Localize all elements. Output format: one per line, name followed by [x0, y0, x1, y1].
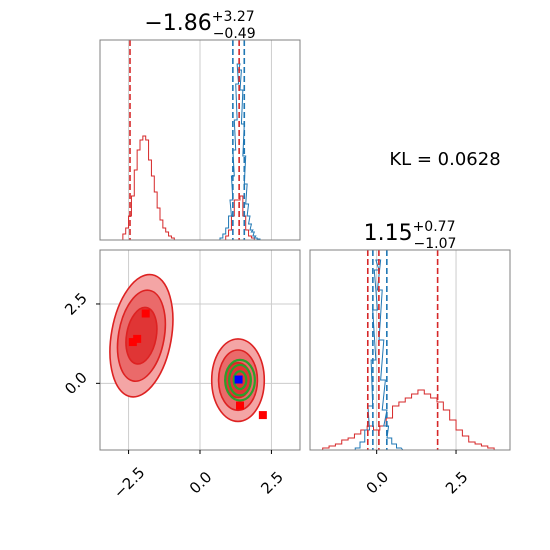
x-tick-label: −2.5 — [110, 463, 148, 501]
panel-frame — [309, 249, 511, 451]
density-contour-red — [125, 306, 158, 365]
red-square-marker — [141, 309, 150, 318]
x-tick-label: 0.0 — [186, 468, 216, 498]
x-tick-label: 2.5 — [257, 468, 287, 498]
red-square-marker — [258, 411, 267, 420]
blue-square-marker — [234, 375, 243, 384]
joint-density-panel: −2.5 0.0 2.5 0.0 2.5 — [61, 249, 301, 502]
histogram-red — [122, 135, 263, 241]
density-contour-green — [232, 370, 248, 391]
histogram-blue — [354, 259, 408, 451]
x-tick-label: 2.5 — [442, 468, 472, 498]
marginal-x-title: −1.86+3.27 −0.49 — [144, 9, 255, 42]
density-contour-green — [228, 363, 252, 397]
marginal-x-panel — [99, 39, 301, 241]
red-square-marker — [128, 338, 137, 347]
histogram-blue — [219, 63, 263, 241]
red-square-marker — [133, 334, 142, 343]
x-tick-label: 0.0 — [363, 468, 393, 498]
red-square-marker — [236, 401, 244, 410]
kl-annotation: KL = 0.0628 — [389, 149, 500, 170]
marginal-y-panel: 0.0 2.5 — [309, 249, 511, 498]
density-contour-green — [224, 358, 256, 402]
histogram-red — [322, 389, 501, 451]
panel-frame — [99, 39, 301, 241]
y-tick-label: 2.5 — [61, 289, 91, 319]
y-tick-label: 0.0 — [61, 369, 91, 399]
marginal-y-title: 1.15+0.77 −1.07 — [364, 219, 457, 252]
